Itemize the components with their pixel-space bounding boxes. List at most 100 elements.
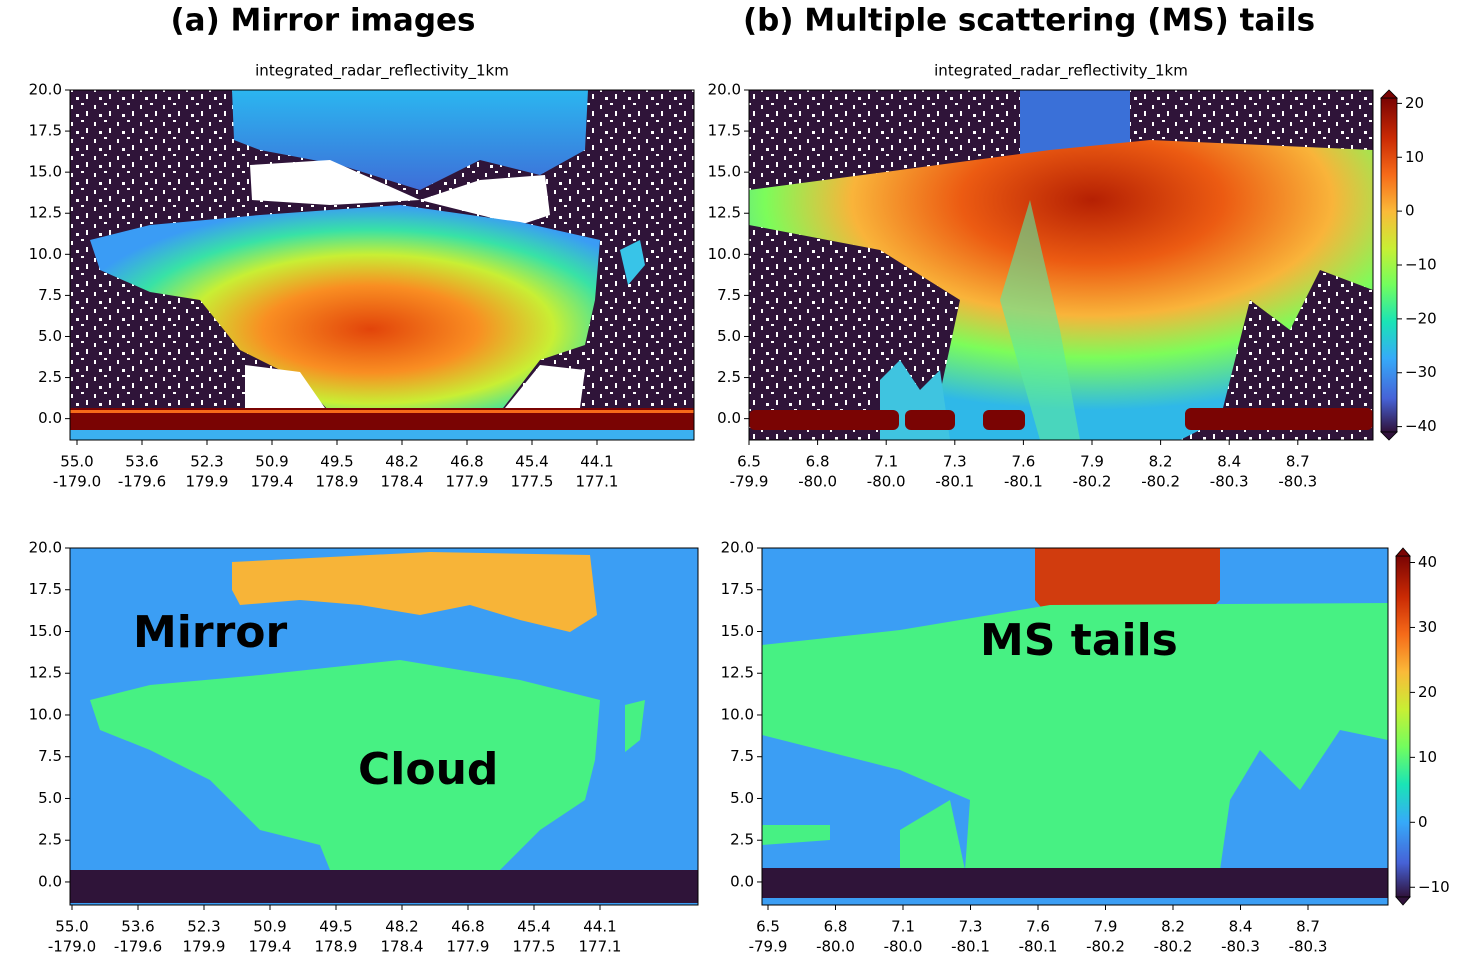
y-tick-label: 15.0	[721, 622, 754, 640]
y-tick-label: 10.0	[708, 245, 741, 263]
y-tick-label: 2.5	[730, 831, 754, 849]
x-tick-label: 178.4	[381, 938, 424, 955]
y-tick-label: 5.0	[38, 789, 62, 807]
x-tick-label: 49.5	[319, 918, 352, 936]
x-tick-label: -80.0	[816, 938, 855, 955]
x-tick-label: -80.3	[1210, 473, 1249, 491]
x-tick-label: -79.9	[730, 473, 769, 491]
x-tick-label: 55.0	[60, 453, 93, 471]
y-tick-label: 15.0	[29, 622, 62, 640]
colorbar-tick-label: 30	[1418, 618, 1437, 636]
x-tick-label: 177.9	[447, 938, 490, 955]
x-tick-label: 8.7	[1296, 918, 1320, 936]
y-tick-label: 12.5	[29, 204, 62, 222]
x-tick-label: 49.5	[320, 453, 353, 471]
x-tick-label: 50.9	[253, 918, 286, 936]
x-tick-label: -80.3	[1278, 473, 1317, 491]
colorbar-tick-label: −20	[1405, 309, 1437, 327]
y-tick-label: 15.0	[29, 163, 62, 181]
x-tick-label: -80.1	[1004, 473, 1043, 491]
x-tick-label: 177.1	[579, 938, 622, 955]
colorbar-tick-label: −10	[1418, 878, 1450, 896]
x-tick-label: 6.8	[824, 918, 848, 936]
y-tick-label: 0.0	[38, 872, 62, 890]
x-tick-label: 48.2	[385, 918, 418, 936]
x-tick-label: -80.2	[1154, 938, 1193, 955]
annotation: Mirror	[133, 607, 287, 658]
y-tick-label: 2.5	[38, 831, 62, 849]
x-tick-label: 45.4	[517, 918, 550, 936]
x-tick-label: 177.9	[446, 473, 489, 491]
x-tick-label: -179.6	[118, 473, 166, 491]
y-tick-label: 12.5	[708, 204, 741, 222]
y-tick-label: 17.5	[721, 580, 754, 598]
colorbar-tick-label: −30	[1405, 363, 1437, 381]
x-tick-label: 7.3	[959, 918, 983, 936]
y-tick-label: 20.0	[29, 539, 62, 557]
x-tick-label: 7.1	[874, 453, 898, 471]
y-tick-label: 10.0	[29, 705, 62, 723]
colorbar-tick-label: 20	[1405, 94, 1424, 112]
x-tick-label: 179.4	[251, 473, 294, 491]
x-tick-label: 8.4	[1229, 918, 1253, 936]
colorbar-tick-label: −10	[1405, 256, 1437, 274]
y-tick-label: 7.5	[730, 747, 754, 765]
x-tick-label: -80.0	[884, 938, 923, 955]
y-tick-label: 20.0	[708, 81, 741, 99]
x-tick-label: 8.2	[1149, 453, 1173, 471]
y-tick-label: 17.5	[708, 122, 741, 140]
colorbar-tick-label: 10	[1418, 748, 1437, 766]
y-tick-label: 7.5	[38, 286, 62, 304]
x-tick-label: 6.8	[806, 453, 830, 471]
colorbar-tick-label: 0	[1418, 813, 1428, 831]
x-tick-label: -80.0	[798, 473, 837, 491]
chart-title: integrated_radar_reflectivity_1km	[255, 62, 509, 81]
x-tick-label: 8.7	[1286, 453, 1310, 471]
x-tick-label: 178.4	[381, 473, 424, 491]
y-tick-label: 0.0	[38, 409, 62, 427]
x-tick-label: 7.1	[891, 918, 915, 936]
classification-image	[762, 548, 1388, 905]
x-tick-label: -179.0	[48, 938, 96, 955]
annotation: Cloud	[358, 744, 498, 795]
x-tick-label: 52.3	[187, 918, 220, 936]
x-tick-label: -179.6	[114, 938, 162, 955]
y-tick-label: 17.5	[29, 580, 62, 598]
y-tick-label: 12.5	[721, 664, 754, 682]
classification-image	[70, 548, 698, 905]
x-tick-label: -179.0	[53, 473, 101, 491]
colorbar-tick-label: 20	[1418, 683, 1437, 701]
colorbar-tick-label: 40	[1418, 553, 1437, 571]
y-tick-label: 0.0	[730, 872, 754, 890]
x-tick-label: 7.9	[1080, 453, 1104, 471]
colorbar-extend	[1381, 432, 1397, 440]
x-tick-label: 7.6	[1011, 453, 1035, 471]
y-tick-label: 7.5	[717, 286, 741, 304]
x-tick-label: -79.9	[749, 938, 788, 955]
x-tick-label: -80.1	[1019, 938, 1058, 955]
y-tick-label: 10.0	[721, 705, 754, 723]
x-tick-label: 55.0	[55, 918, 88, 936]
y-tick-label: 5.0	[717, 327, 741, 345]
figure: (a) Mirror images (b) Multiple scatterin…	[0, 0, 1473, 955]
x-tick-label: 179.9	[183, 938, 226, 955]
y-tick-label: 20.0	[721, 539, 754, 557]
x-tick-label: 6.5	[756, 918, 780, 936]
x-tick-label: 44.1	[580, 453, 613, 471]
y-tick-label: 5.0	[38, 327, 62, 345]
x-tick-label: -80.3	[1221, 938, 1260, 955]
x-tick-label: 7.3	[943, 453, 967, 471]
heatmap-image	[749, 90, 1373, 440]
x-tick-label: 48.2	[385, 453, 418, 471]
x-tick-label: 45.4	[515, 453, 548, 471]
y-tick-label: 5.0	[730, 789, 754, 807]
y-tick-label: 2.5	[717, 368, 741, 386]
x-tick-label: -80.1	[951, 938, 990, 955]
x-tick-label: 50.9	[255, 453, 288, 471]
colorbar-extend	[1381, 90, 1397, 98]
y-tick-label: 7.5	[38, 747, 62, 765]
x-tick-label: 46.8	[450, 453, 483, 471]
colorbar-tick-label: 10	[1405, 148, 1424, 166]
x-tick-label: 177.1	[576, 473, 619, 491]
colorbar-tick-label: −40	[1405, 417, 1437, 435]
